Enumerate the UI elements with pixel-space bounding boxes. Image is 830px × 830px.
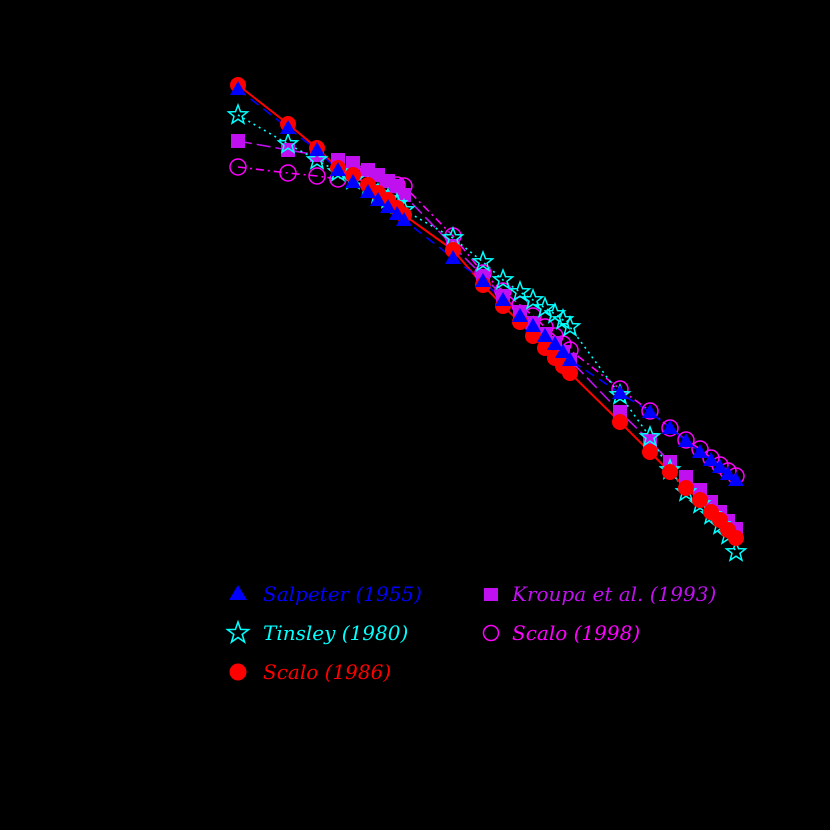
data-point-marker — [642, 444, 658, 460]
data-point-marker — [230, 81, 246, 95]
data-point-marker — [276, 131, 300, 154]
data-point-marker — [562, 365, 578, 381]
data-point-marker — [508, 279, 532, 302]
data-point-marker — [720, 466, 736, 480]
square-filled-icon — [484, 588, 498, 601]
data-point-marker — [345, 174, 361, 188]
plot-area — [226, 77, 748, 562]
legend-item-scalo-1998: Scalo (1998) — [482, 621, 640, 645]
data-point-marker — [370, 192, 386, 206]
data-point-marker — [281, 143, 295, 157]
data-point-marker — [728, 530, 744, 546]
data-point-marker — [231, 134, 245, 148]
data-point-marker — [641, 402, 659, 420]
data-point-marker — [380, 199, 396, 213]
data-point-marker — [309, 142, 325, 156]
data-point-marker — [678, 480, 694, 496]
legend-label: Tinsley (1980) — [263, 621, 408, 645]
data-point-marker — [495, 292, 511, 306]
data-point-marker — [491, 267, 515, 290]
circle-open-icon — [482, 624, 500, 642]
data-point-marker — [537, 328, 553, 342]
triangle-filled-icon — [229, 585, 247, 600]
star-open-icon — [225, 619, 251, 644]
circle-filled-icon — [229, 663, 247, 681]
data-point-marker — [279, 164, 297, 182]
legend-label: Scalo (1998) — [512, 621, 640, 645]
data-point-marker — [642, 404, 658, 418]
data-point-marker — [512, 308, 528, 322]
data-point-marker — [678, 433, 694, 447]
legend: Salpeter (1955) Tinsley (1980) Scalo (19… — [225, 582, 716, 684]
data-point-marker — [728, 472, 744, 486]
data-point-marker — [360, 184, 376, 198]
data-point-marker — [724, 539, 748, 562]
data-point-marker — [662, 464, 678, 480]
legend-item-tinsley: Tinsley (1980) — [225, 619, 408, 645]
data-point-marker — [555, 344, 571, 358]
data-point-marker — [330, 162, 346, 176]
data-point-marker — [471, 249, 495, 272]
data-point-marker — [445, 250, 461, 264]
data-point-marker — [712, 459, 728, 473]
data-point-marker — [677, 431, 695, 449]
legend-label: Scalo (1986) — [263, 660, 391, 684]
data-point-marker — [475, 273, 491, 287]
data-point-marker — [346, 156, 360, 170]
data-point-marker — [692, 444, 708, 458]
legend-item-kroupa: Kroupa et al. (1993) — [484, 582, 716, 606]
data-point-marker — [280, 120, 296, 134]
data-point-marker — [662, 420, 678, 434]
legend-item-salpeter: Salpeter (1955) — [229, 582, 422, 606]
data-point-marker — [521, 287, 545, 310]
data-point-marker — [389, 206, 405, 220]
data-point-marker — [397, 188, 411, 202]
data-point-marker — [226, 102, 250, 125]
data-point-marker — [562, 352, 578, 366]
data-point-marker — [525, 318, 541, 332]
data-point-marker — [692, 492, 708, 508]
data-point-marker — [638, 424, 662, 447]
legend-item-scalo-1986: Scalo (1986) — [229, 660, 391, 684]
data-point-marker — [396, 212, 412, 226]
data-point-marker — [305, 147, 329, 170]
data-point-marker — [558, 314, 582, 337]
data-point-marker — [547, 336, 563, 350]
data-point-marker — [533, 295, 557, 318]
legend-label: Kroupa et al. (1993) — [511, 582, 716, 606]
data-point-marker — [229, 158, 247, 176]
data-point-marker — [679, 470, 693, 484]
data-point-marker — [703, 452, 719, 466]
series-markers — [230, 81, 744, 486]
data-point-marker — [308, 167, 326, 185]
data-point-marker — [612, 414, 628, 430]
data-point-marker — [537, 340, 553, 356]
legend-label: Salpeter (1955) — [263, 582, 422, 606]
data-point-marker — [612, 385, 628, 399]
data-point-marker — [608, 382, 632, 405]
